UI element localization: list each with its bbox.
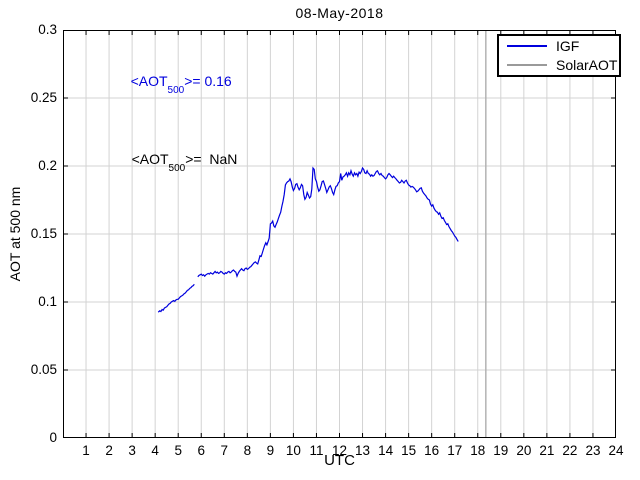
- x-tick-label-12: 12: [331, 443, 348, 458]
- legend-entry-igf: IGF: [499, 37, 619, 55]
- annotation-solar-value: >= NaN: [185, 151, 238, 167]
- y-tick-label-0.3: 0.3: [38, 22, 57, 37]
- x-tick-label-17: 17: [447, 443, 463, 458]
- annotation-igf-value: >= 0.16: [184, 73, 232, 89]
- series-line-igf: [157, 283, 195, 313]
- x-tick-label-16: 16: [424, 443, 440, 458]
- chart-title: 08-May-2018: [295, 5, 384, 21]
- x-tick-label-8: 8: [243, 443, 252, 458]
- annotation-solaraot-mean: <AOT500>= NaN: [116, 135, 238, 187]
- series-line-igf: [197, 166, 459, 279]
- annotation-igf-subscript: 500: [167, 84, 185, 96]
- x-tick-label-4: 4: [151, 443, 159, 458]
- x-tick-label-15: 15: [401, 443, 417, 458]
- legend-label-igf: IGF: [556, 38, 580, 54]
- annotation-igf-mean: <AOT500>= 0.16: [115, 57, 232, 109]
- x-tick-label-21: 21: [539, 443, 555, 458]
- y-tick-label-0: 0: [49, 430, 57, 445]
- x-tick-label-18: 18: [470, 443, 486, 458]
- x-tick-label-9: 9: [266, 443, 275, 458]
- legend-label-solaraot: SolarAOT: [556, 57, 618, 73]
- solaraot-line-sample-icon: [507, 64, 547, 66]
- x-tick-label-11: 11: [309, 443, 324, 458]
- x-tick-label-3: 3: [128, 443, 136, 458]
- y-tick-label-0.1: 0.1: [38, 294, 57, 309]
- legend-entry-solaraot: SolarAOT: [499, 56, 619, 74]
- x-tick-label-24: 24: [608, 443, 624, 458]
- x-tick-label-23: 23: [585, 443, 601, 458]
- y-tick-label-0.05: 0.05: [30, 362, 57, 377]
- y-tick-label-0.15: 0.15: [30, 226, 57, 241]
- x-tick-label-10: 10: [285, 443, 301, 458]
- igf-line-sample-icon: [507, 45, 547, 47]
- x-tick-label-6: 6: [197, 443, 205, 458]
- axis-border: [63, 30, 616, 438]
- x-tick-label-5: 5: [174, 443, 182, 458]
- x-tick-label-14: 14: [378, 443, 394, 458]
- y-tick-label-0.2: 0.2: [38, 158, 57, 173]
- x-axis-label: UTC: [324, 452, 355, 469]
- y-tick-label-0.25: 0.25: [30, 90, 57, 105]
- annotation-igf-prefix: <AOT: [130, 73, 168, 89]
- x-tick-label-2: 2: [105, 443, 113, 458]
- plot-area: [63, 30, 616, 438]
- x-tick-label-7: 7: [220, 443, 229, 458]
- x-tick-label-13: 13: [355, 443, 371, 458]
- x-tick-label-20: 20: [516, 443, 532, 458]
- x-tick-label-22: 22: [562, 443, 578, 458]
- annotation-solar-subscript: 500: [168, 162, 186, 174]
- annotation-solar-prefix: <AOT: [131, 151, 169, 167]
- x-tick-label-19: 19: [493, 443, 509, 458]
- x-tick-label-1: 1: [82, 443, 90, 458]
- legend: IGF SolarAOT: [497, 34, 621, 77]
